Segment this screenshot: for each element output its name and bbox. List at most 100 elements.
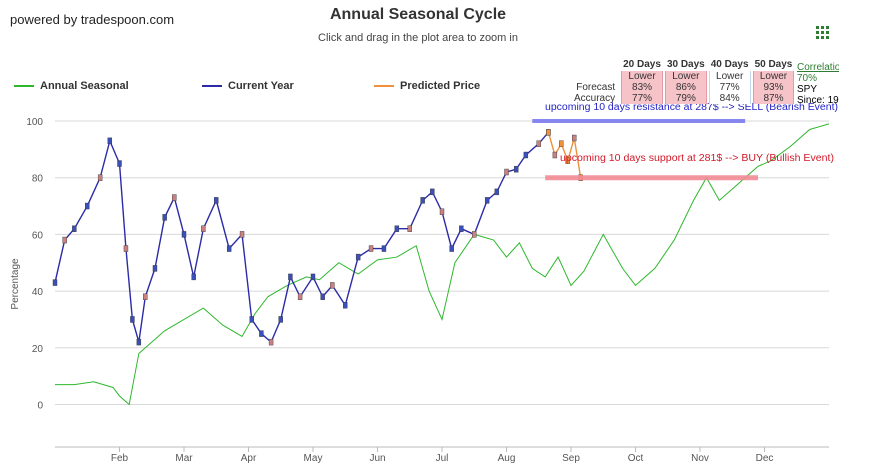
candle-bar (143, 293, 148, 300)
accuracy-cell: 77% (621, 93, 663, 104)
candle-bar (343, 302, 348, 309)
candle-bar (62, 236, 67, 244)
x-tick-label: Jun (369, 453, 385, 464)
y-tick-label: 100 (26, 117, 43, 128)
candle-bar (430, 188, 435, 196)
candle-bar (172, 194, 177, 201)
candle-bar (355, 253, 361, 261)
predicted-candle (559, 140, 564, 147)
y-axis-label: Percentage (10, 258, 21, 310)
candle-bar (513, 165, 519, 173)
resistance-annotation: upcoming 10 days resistance at 287$ --> … (545, 102, 838, 113)
candle-bar (368, 245, 374, 252)
legend-item-current-year[interactable]: Current Year (202, 80, 294, 92)
predicted-candle (552, 151, 558, 159)
candle-bar (117, 160, 122, 167)
menu-grid-icon[interactable] (815, 25, 831, 41)
accuracy-cell: 79% (664, 93, 707, 104)
candle-bar (459, 225, 464, 232)
x-tick-label: Jul (436, 453, 449, 464)
row-label-blank (572, 71, 619, 82)
candle-bar (52, 279, 58, 286)
predicted-candle (572, 134, 577, 142)
candle-bar (226, 245, 232, 252)
candle-bar (123, 245, 129, 252)
forecast-cell: Lower (664, 71, 707, 82)
candle-bar (297, 293, 303, 300)
support-annotation: upcoming 10 days support at 281$ --> BUY… (560, 153, 834, 164)
candle-bar (72, 225, 77, 232)
forecast-cell: Lower (708, 71, 751, 82)
y-tick-label: 60 (32, 230, 44, 241)
legend-item-predicted-price[interactable]: Predicted Price (374, 80, 480, 92)
x-tick-label: Apr (241, 453, 257, 464)
x-tick-label: Dec (756, 453, 774, 464)
legend-label: Predicted Price (400, 80, 481, 92)
x-tick-label: Mar (175, 453, 193, 464)
candle-bar (310, 273, 316, 281)
x-tick-label: Feb (111, 453, 129, 464)
candle-bar (420, 197, 425, 204)
legend-label: Annual Seasonal (40, 80, 129, 92)
correlation-value: 70% (797, 73, 818, 84)
forecast-table: 20 Days 30 Days 40 Days 50 Days Lower Lo… (570, 58, 796, 104)
candle-bar (407, 225, 412, 232)
candle-bar (214, 197, 219, 204)
forecast-cell: Lower (752, 71, 795, 82)
candle-bar (152, 265, 158, 272)
candle-bar (394, 225, 400, 232)
candle-bar (201, 225, 206, 232)
x-tick-label: Oct (628, 453, 644, 464)
col-header: 50 Days (754, 59, 793, 70)
candle-bar (536, 140, 541, 147)
candle-bar (181, 231, 187, 238)
correlation-since: Since: 19 (797, 95, 839, 106)
correlation-box: Correlation 70% SPY Since: 19 (797, 62, 839, 106)
x-tick-label: Nov (691, 453, 709, 464)
legend-swatch (202, 85, 222, 88)
candle-bar (278, 316, 283, 323)
candle-bar (249, 316, 254, 323)
y-tick-label: 0 (37, 400, 43, 411)
y-tick-label: 40 (32, 287, 44, 298)
forecast-row-label: Forecast (576, 82, 616, 93)
forecast-pct-cell: 77% (708, 82, 751, 93)
candle-bar (288, 273, 293, 281)
candle-bar (330, 282, 335, 289)
candle-bar (162, 214, 167, 221)
candle-bar (484, 197, 490, 204)
table-corner (572, 58, 619, 71)
candle-bar (449, 245, 454, 252)
candle-bar (107, 137, 113, 145)
predicted-candle (565, 157, 570, 164)
chart-title: Annual Seasonal Cycle (329, 6, 507, 23)
accuracy-row-label: Accuracy (574, 93, 616, 104)
candle-bar (259, 330, 264, 337)
correlation-ticker: SPY (797, 84, 818, 95)
chart-subtitle: Click and drag in the plot area to zoom … (318, 32, 518, 44)
candle-bar (97, 174, 103, 181)
candle-bar (268, 338, 274, 346)
candle-bar (85, 202, 90, 210)
legend-label: Current Year (228, 80, 294, 92)
candle-bar (381, 245, 387, 252)
predicted-price-line (547, 132, 582, 178)
y-tick-label: 20 (32, 344, 44, 355)
legend-item-annual-seasonal[interactable]: Annual Seasonal (14, 80, 129, 92)
candle-bar (239, 231, 245, 238)
candle-bar (494, 188, 500, 196)
predicted-candle (546, 129, 551, 136)
col-header: 40 Days (710, 59, 749, 70)
candle-bar (504, 168, 509, 176)
forecast-pct-cell: 93% (752, 82, 795, 93)
accuracy-cell: 84% (708, 93, 751, 104)
y-tick-label: 80 (32, 174, 44, 185)
x-tick-label: May (304, 453, 323, 464)
forecast-pct-cell: 86% (664, 82, 707, 93)
accuracy-cell: 87% (752, 93, 795, 104)
candle-bar (523, 151, 529, 159)
legend-swatch (14, 85, 34, 88)
correlation-link[interactable]: Correlation (797, 62, 839, 73)
candle-bar (191, 273, 196, 281)
